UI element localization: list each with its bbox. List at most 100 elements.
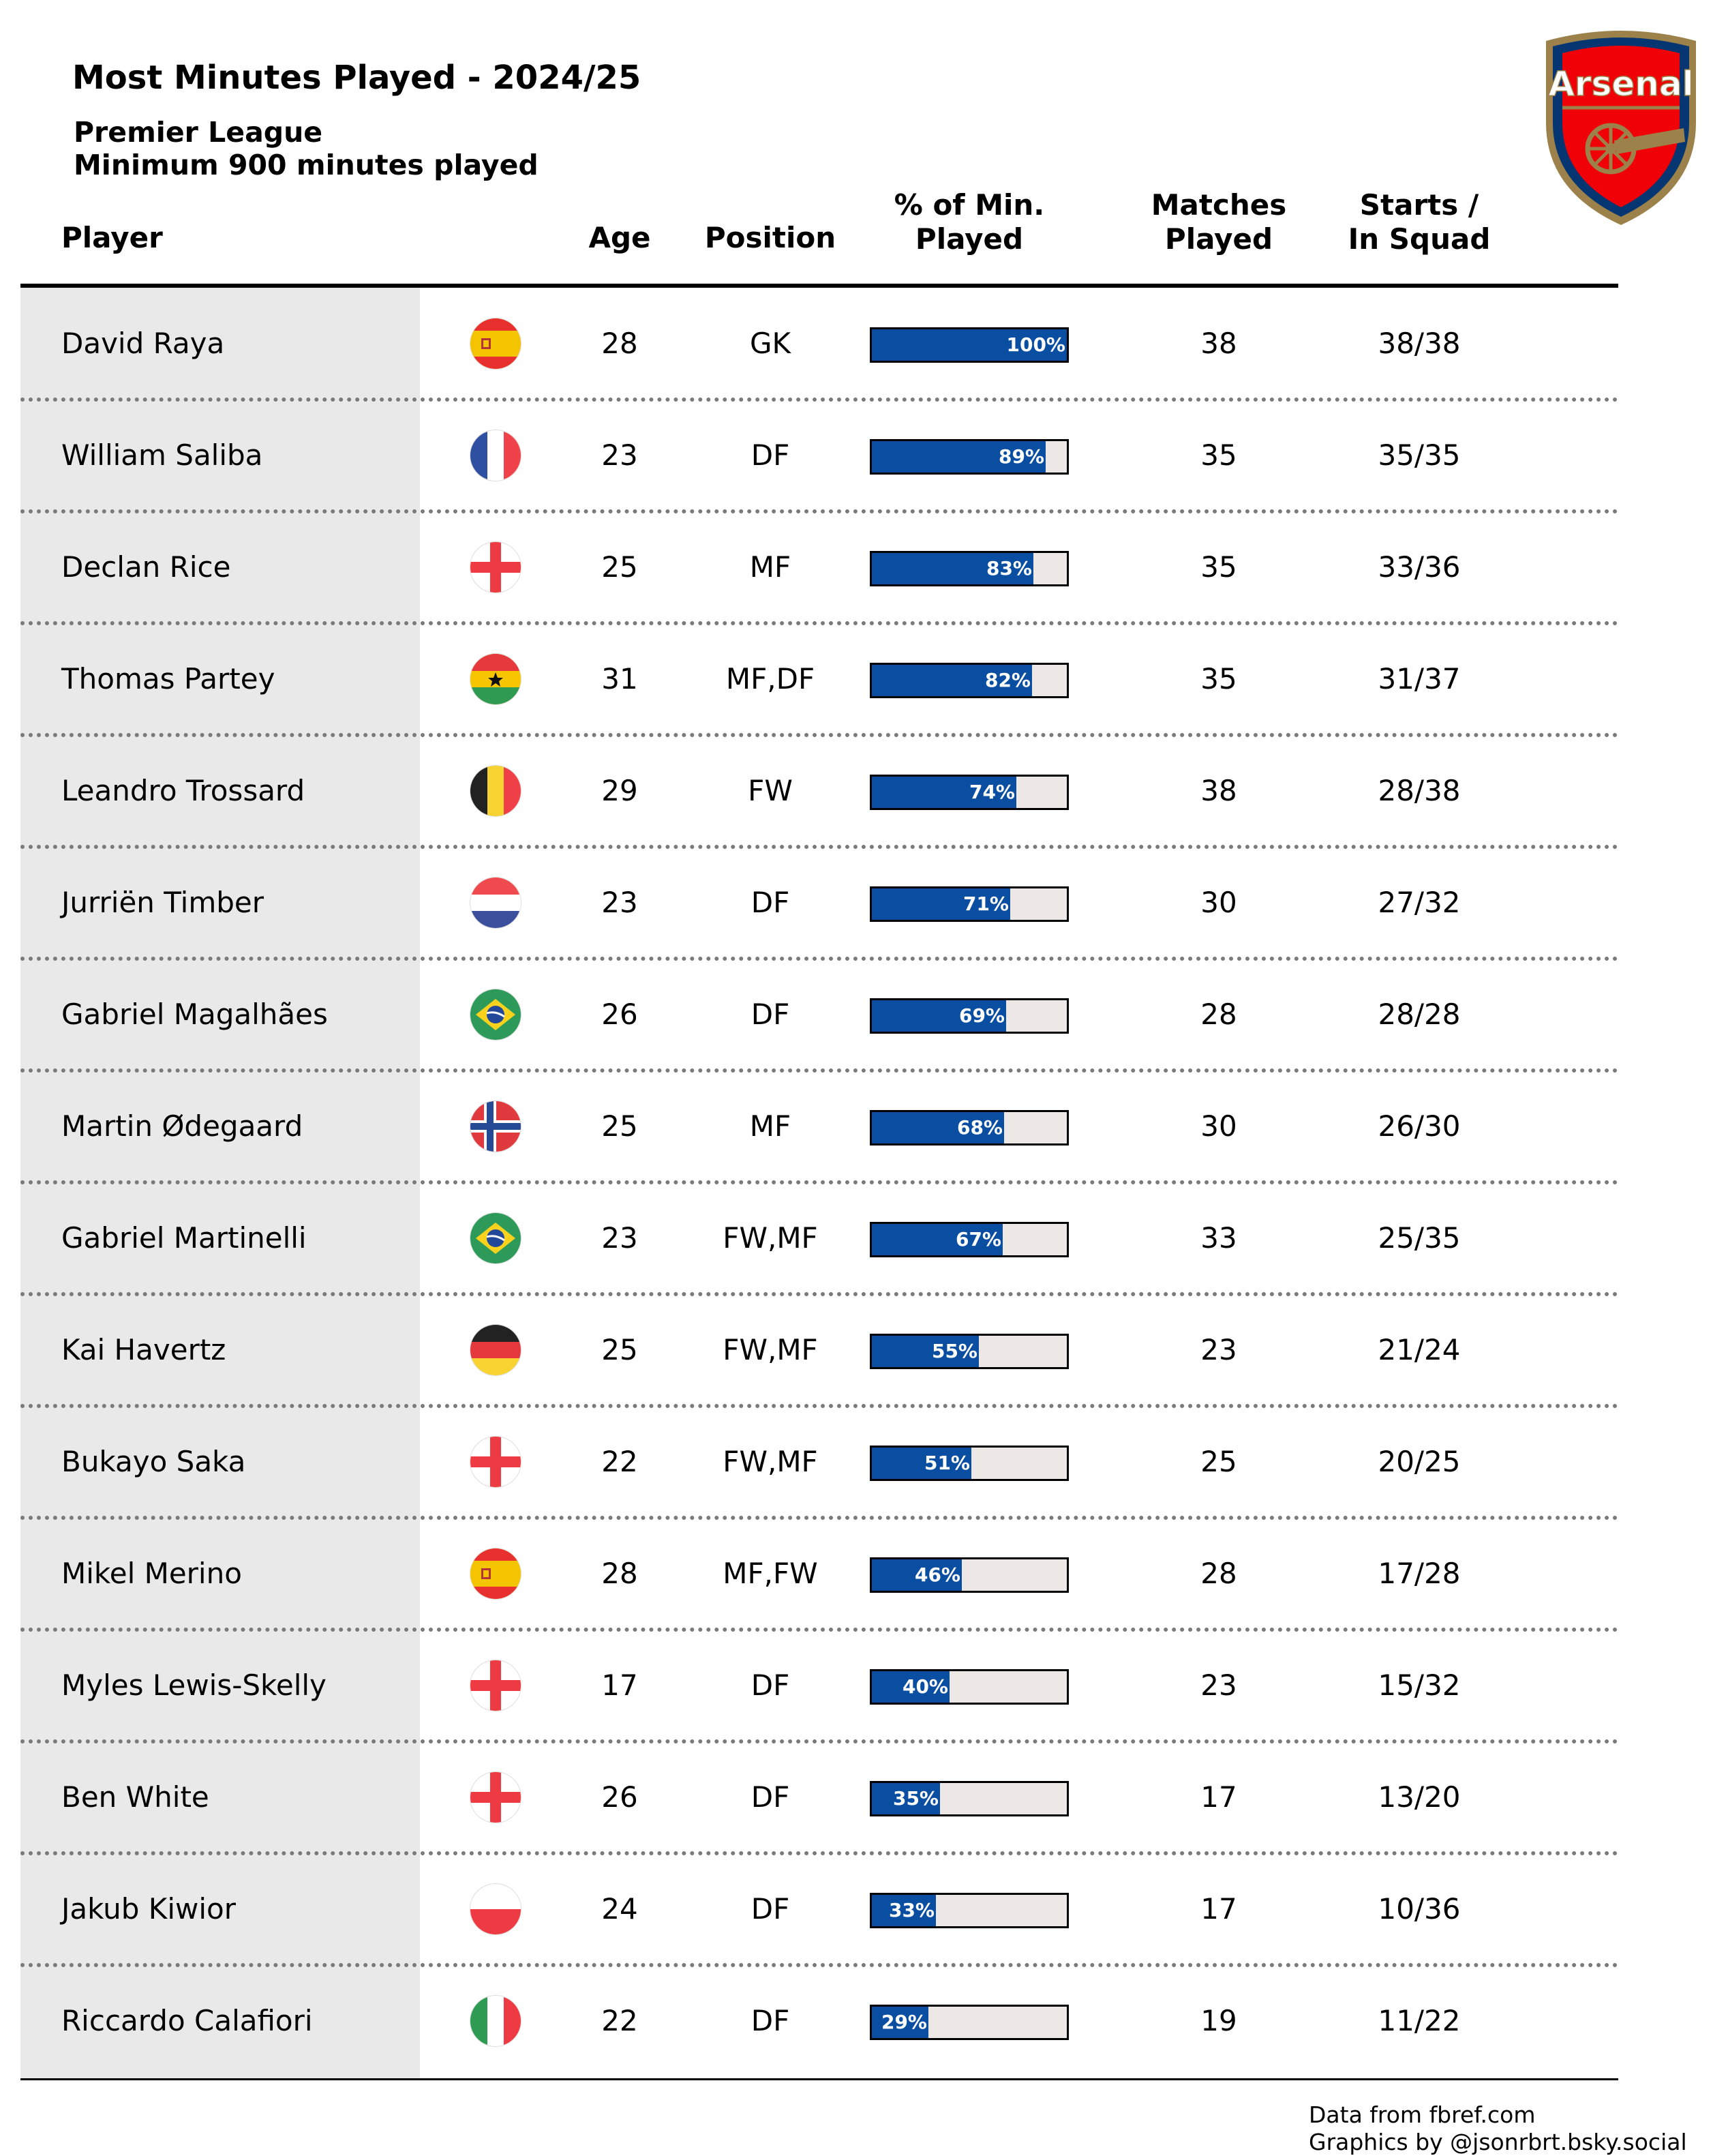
bottom-rule: [20, 2078, 1618, 2080]
brazil-flag: [470, 989, 521, 1040]
norway-flag: [470, 1101, 521, 1152]
table-row: Gabriel Martinelli 23 FW,MF 67% 33 25/35: [0, 1182, 1728, 1294]
starts-in-squad: 25/35: [1378, 1221, 1461, 1255]
arsenal-crest-logo: Arsenal: [1532, 20, 1710, 232]
minutes-bar-track: 29%: [870, 2005, 1069, 2040]
player-name: Leandro Trossard: [61, 774, 305, 807]
player-position: GK: [749, 327, 791, 360]
brazil-flag: [470, 1213, 521, 1263]
player-age: 25: [601, 1109, 638, 1143]
minutes-bar: [872, 888, 1010, 920]
minutes-bar-label: 83%: [986, 557, 1032, 580]
minutes-bar-track: 74%: [870, 775, 1069, 810]
starts-in-squad: 15/32: [1378, 1668, 1461, 1702]
header-matches-played: Matches Played: [1151, 188, 1287, 256]
minutes-bar-track: 35%: [870, 1781, 1069, 1816]
matches-played: 28: [1200, 1557, 1237, 1590]
player-name: Thomas Partey: [61, 662, 275, 695]
svg-text:Arsenal: Arsenal: [1548, 64, 1694, 104]
matches-played: 33: [1200, 1221, 1237, 1255]
player-position: DF: [751, 2004, 790, 2037]
minutes-bar-label: 55%: [931, 1340, 977, 1362]
player-name: Ben White: [61, 1780, 209, 1814]
player-position: FW: [748, 774, 793, 807]
table-row: Jakub Kiwior 24 DF 33% 17 10/36: [0, 1853, 1728, 1965]
minutes-bar-label: 89%: [998, 445, 1044, 468]
minutes-bar-label: 82%: [984, 669, 1031, 691]
player-age: 26: [601, 998, 638, 1031]
minutes-bar-label: 35%: [892, 1787, 939, 1810]
player-name: Kai Havertz: [61, 1333, 226, 1366]
row-separator: [20, 1180, 1618, 1184]
table-row: Kai Havertz 25 FW,MF 55% 23 21/24: [0, 1294, 1728, 1406]
player-name: Martin Ødegaard: [61, 1109, 303, 1143]
minutes-bar-track: 55%: [870, 1334, 1069, 1369]
table-row: Myles Lewis-Skelly 17 DF 40% 23 15/32: [0, 1630, 1728, 1741]
poland-flag: [470, 1884, 521, 1934]
row-separator: [20, 845, 1618, 849]
minutes-bar-label: 46%: [914, 1563, 960, 1586]
starts-in-squad: 13/20: [1378, 1780, 1461, 1814]
player-name: Gabriel Magalhães: [61, 998, 328, 1031]
player-age: 23: [601, 1221, 638, 1255]
minutes-bar-label: 100%: [1006, 333, 1065, 356]
minutes-bar-track: 89%: [870, 439, 1069, 475]
player-name: Riccardo Calafiori: [61, 2004, 313, 2037]
table-row: Thomas Partey 31 MF,DF 82% 35 31/37: [0, 623, 1728, 735]
minutes-bar-label: 68%: [956, 1116, 1003, 1139]
header-age: Age: [588, 221, 651, 254]
matches-played: 23: [1200, 1668, 1237, 1702]
minutes-bar-label: 29%: [881, 2011, 927, 2033]
chart-subtitle: Premier League Minimum 900 minutes playe…: [74, 116, 539, 181]
minutes-bar: [872, 1671, 950, 1703]
player-name: Jurriën Timber: [61, 886, 264, 919]
player-name: Declan Rice: [61, 550, 231, 584]
minutes-bar: [872, 553, 1033, 584]
matches-played: 35: [1200, 550, 1237, 584]
matches-played: 38: [1200, 327, 1237, 360]
italy-flag: [470, 1996, 521, 2046]
player-age: 22: [601, 2004, 638, 2037]
player-position: DF: [751, 438, 790, 472]
england-flag: [470, 1437, 521, 1487]
subtitle-threshold: Minimum 900 minutes played: [74, 149, 539, 181]
starts-in-squad: 21/24: [1378, 1333, 1461, 1366]
row-separator: [20, 1739, 1618, 1743]
row-separator: [20, 621, 1618, 625]
header-position: Position: [704, 221, 836, 254]
player-age: 17: [601, 1668, 638, 1702]
ghana-flag: [470, 654, 521, 704]
minutes-bar: [872, 1559, 962, 1591]
minutes-bar-track: 51%: [870, 1446, 1069, 1481]
minutes-bar-label: 51%: [924, 1452, 970, 1474]
player-position: DF: [751, 998, 790, 1031]
player-age: 25: [601, 1333, 638, 1366]
player-name: Bukayo Saka: [61, 1445, 246, 1478]
player-position: MF: [749, 550, 791, 584]
player-position: FW,MF: [723, 1221, 818, 1255]
starts-in-squad: 33/36: [1378, 550, 1461, 584]
table-row: Bukayo Saka 22 FW,MF 51% 25 20/25: [0, 1406, 1728, 1518]
player-position: DF: [751, 1780, 790, 1814]
starts-in-squad: 35/35: [1378, 438, 1461, 472]
player-name: Gabriel Martinelli: [61, 1221, 307, 1255]
player-position: FW,MF: [723, 1333, 818, 1366]
player-name: William Saliba: [61, 438, 263, 472]
matches-played: 17: [1200, 1892, 1237, 1926]
player-name: Mikel Merino: [61, 1557, 242, 1590]
table-row: David Raya 28 GK 100% 38 38/38: [0, 288, 1728, 400]
minutes-bar: [872, 2007, 928, 2038]
footer-source: Data from fbref.com: [1309, 2101, 1536, 2128]
row-separator: [20, 398, 1618, 402]
minutes-bar-label: 74%: [969, 781, 1015, 803]
player-name: David Raya: [61, 327, 225, 360]
row-separator: [20, 957, 1618, 961]
minutes-bar: [872, 1895, 936, 1926]
england-flag: [470, 542, 521, 593]
player-position: DF: [751, 886, 790, 919]
minutes-bar: [872, 1448, 971, 1479]
player-age: 23: [601, 886, 638, 919]
matches-played: 35: [1200, 662, 1237, 695]
subtitle-competition: Premier League: [74, 116, 323, 149]
matches-played: 25: [1200, 1445, 1237, 1478]
